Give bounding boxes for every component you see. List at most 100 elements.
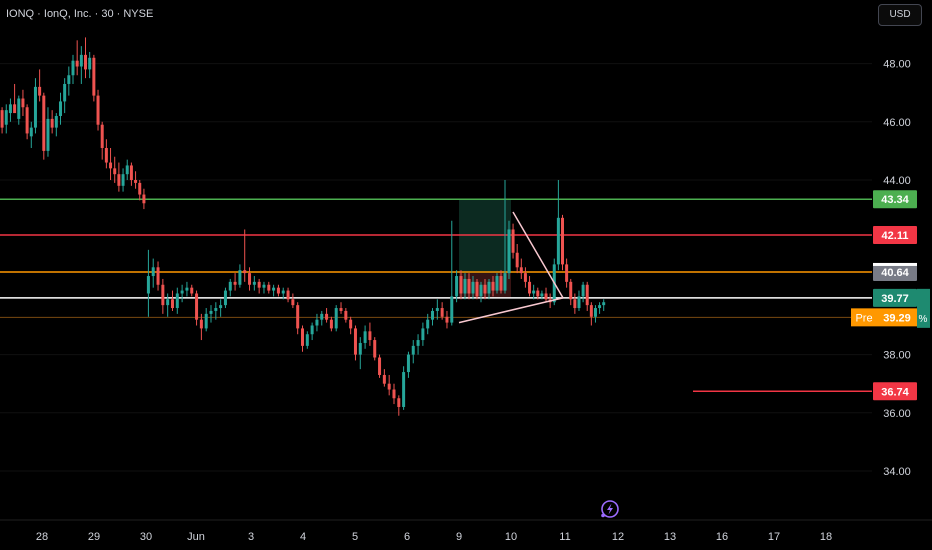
candle-body — [100, 124, 104, 148]
x-tick-label: 28 — [36, 531, 48, 543]
candle-body — [138, 182, 142, 195]
pre-market-price: 39.29 — [883, 312, 911, 324]
candle-body — [54, 115, 58, 128]
candle-body — [109, 162, 113, 169]
x-tick-label: 9 — [456, 531, 462, 543]
candle-body — [228, 281, 232, 291]
candle-body — [29, 127, 33, 137]
candle-body — [487, 281, 491, 294]
flash-icon[interactable] — [599, 498, 621, 520]
candle-body — [334, 308, 338, 329]
candle-body — [301, 328, 304, 346]
level-label-red: 42.11 — [882, 230, 909, 242]
candle-body — [219, 305, 223, 309]
candle-body — [320, 313, 324, 320]
candle-body — [515, 252, 519, 268]
candle-body — [195, 293, 199, 320]
candle-body — [565, 264, 569, 282]
candle-body — [71, 60, 75, 76]
candle-body — [146, 276, 150, 294]
candle-body — [421, 328, 425, 341]
candle-body — [471, 281, 475, 294]
x-tick-label: 18 — [820, 531, 832, 543]
change-percent-label: % — [919, 314, 928, 325]
candle-body — [199, 319, 203, 329]
candle-body — [166, 299, 170, 306]
x-tick-label: 4 — [300, 531, 306, 543]
candle-body — [602, 302, 606, 306]
x-tick-label: 11 — [559, 531, 570, 543]
candle-body — [25, 107, 29, 134]
candle-body — [450, 296, 454, 323]
candle-body — [276, 287, 280, 294]
candle-body — [170, 299, 174, 309]
candle-body — [79, 54, 83, 67]
x-tick-label: 29 — [88, 531, 100, 543]
candle-body — [475, 281, 479, 297]
candle-body — [463, 278, 467, 294]
candle-body — [88, 57, 92, 70]
candle-body — [238, 270, 242, 285]
candle-body — [523, 273, 527, 282]
candle-body — [104, 147, 108, 163]
pre-market-tag-label: Pre — [855, 312, 872, 324]
candle-body — [431, 310, 435, 320]
candle-body — [382, 374, 386, 384]
candle-body — [536, 290, 540, 297]
candle-body — [134, 180, 138, 183]
target-zone — [459, 199, 511, 274]
candle-body — [204, 313, 208, 329]
candle-body — [92, 57, 96, 96]
candle-body — [511, 229, 515, 253]
candle-body — [272, 287, 276, 291]
candle-body — [67, 75, 71, 84]
candle-body — [175, 293, 179, 309]
level-label-white: 39.77 — [881, 293, 909, 305]
candle-body — [310, 325, 314, 335]
candle-body — [325, 313, 329, 320]
pre-market-price-bg — [878, 308, 917, 327]
candle-body — [426, 319, 430, 329]
candle-body — [113, 168, 117, 175]
candle-body — [540, 293, 544, 297]
candle-body — [142, 194, 146, 204]
pre-market-tag — [851, 308, 878, 327]
candle-body — [378, 357, 382, 375]
candle-body — [344, 310, 348, 320]
candle-body — [329, 319, 333, 329]
candle-body — [257, 281, 261, 288]
candle-body — [577, 296, 581, 309]
candle-body — [479, 284, 483, 297]
candle-body — [416, 340, 420, 346]
candle-body — [569, 281, 573, 300]
candle-body — [402, 372, 406, 407]
candle-body — [507, 229, 511, 274]
candle-body — [589, 305, 593, 317]
candle-body — [190, 287, 194, 294]
x-tick-label: 3 — [248, 531, 254, 543]
candle-body — [21, 98, 25, 108]
candle-body — [556, 217, 560, 265]
candle-body — [503, 273, 507, 291]
candle-body — [262, 284, 266, 288]
candle-body — [129, 165, 133, 180]
candle-body — [305, 334, 309, 346]
candle-body — [38, 86, 42, 96]
y-tick-label: 36.00 — [883, 408, 911, 420]
candle-body — [63, 83, 67, 102]
candle-body — [243, 270, 247, 274]
candle-body — [561, 217, 564, 265]
candle-body — [353, 328, 357, 355]
currency-button[interactable]: USD — [878, 4, 922, 26]
level-label-target: 36.74 — [881, 386, 909, 398]
candle-body — [585, 284, 589, 306]
candle-body — [598, 305, 602, 309]
candle-body — [483, 284, 487, 294]
candle-body — [252, 281, 256, 285]
candle-body — [180, 290, 184, 294]
candle-body — [96, 95, 100, 125]
level-label-border — [873, 262, 917, 266]
y-tick-label: 48.00 — [883, 59, 911, 71]
pattern-line — [458, 297, 564, 324]
